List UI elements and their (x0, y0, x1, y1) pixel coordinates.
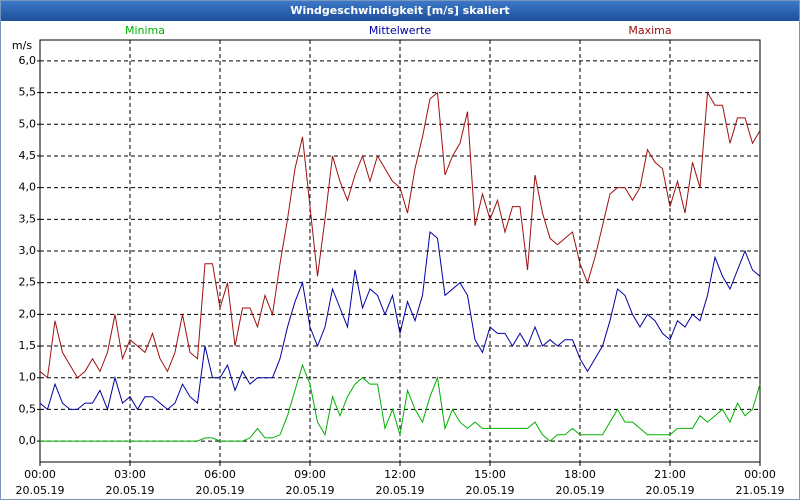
legend-entry: Minima (125, 24, 165, 37)
series-line (39, 90, 761, 379)
y-tick-label: 3,0 (19, 244, 37, 257)
x-tick-label: 00:00 (24, 468, 56, 481)
y-tick-label: 4,0 (19, 181, 37, 194)
x-tick-date: 20.05.19 (466, 484, 515, 497)
y-tick-label: 4,5 (19, 149, 37, 162)
legend-entry: Mittelwerte (369, 24, 432, 37)
y-tick-label: 5,0 (19, 117, 37, 130)
y-tick-label: 1,5 (19, 339, 37, 352)
x-tick-date: 20.05.19 (106, 484, 155, 497)
x-tick-date: 20.05.19 (556, 484, 605, 497)
x-tick-label: 03:00 (114, 468, 146, 481)
y-tick-label: 5,5 (19, 86, 37, 99)
y-tick-label: 6,0 (19, 54, 37, 67)
y-tick-label: 2,5 (19, 276, 37, 289)
x-tick-label: 18:00 (564, 468, 596, 481)
x-tick-label: 15:00 (474, 468, 506, 481)
x-tick-date: 20.05.19 (646, 484, 695, 497)
y-tick-label: 2,0 (19, 307, 37, 320)
x-tick-date: 20.05.19 (376, 484, 425, 497)
x-tick-label: 21:00 (654, 468, 686, 481)
chart-title: Windgeschwindigkeit [m/s] skaliert (290, 4, 509, 17)
series-line (40, 363, 761, 442)
y-tick-label: 0,0 (19, 434, 37, 447)
x-tick-label: 00:00 (744, 468, 776, 481)
series-line (39, 231, 761, 412)
y-tick-label: 1,0 (19, 371, 37, 384)
y-tick-label: 3,5 (19, 212, 37, 225)
x-tick-date: 20.05.19 (286, 484, 335, 497)
x-tick-label: 09:00 (294, 468, 326, 481)
x-tick-label: 12:00 (384, 468, 416, 481)
legend-entry: Maxima (628, 24, 671, 37)
y-axis-label: m/s (12, 39, 32, 52)
x-tick-label: 06:00 (204, 468, 236, 481)
y-tick-label: 0,5 (19, 402, 37, 415)
x-tick-date: 20.05.19 (16, 484, 65, 497)
title-bar (1, 1, 799, 21)
x-tick-date: 21.05.19 (736, 484, 785, 497)
x-tick-date: 20.05.19 (196, 484, 245, 497)
